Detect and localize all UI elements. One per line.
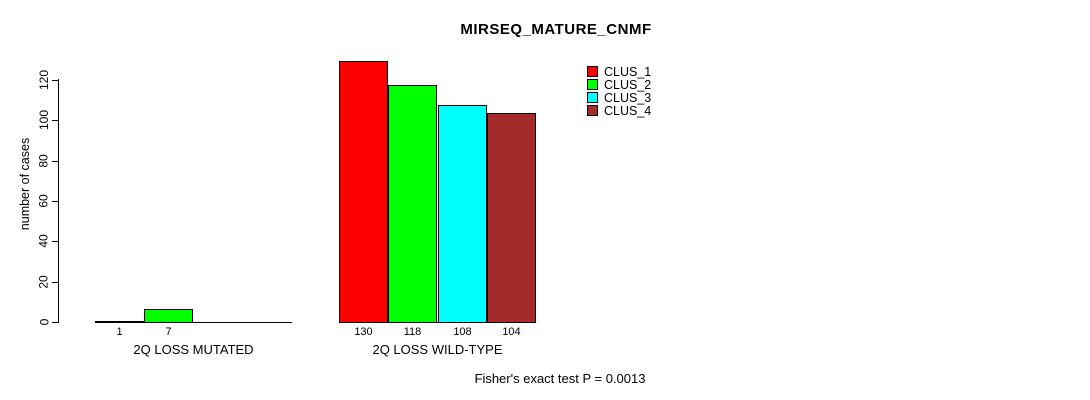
bar-value-label: 130 bbox=[354, 326, 373, 338]
y-tick-label-text: 120 bbox=[37, 69, 51, 91]
statistical-test-footnote: Fisher's exact test P = 0.0013 bbox=[474, 371, 646, 386]
y-tick-label-text: 20 bbox=[36, 274, 51, 289]
y-tick-label: 100 bbox=[36, 98, 52, 142]
y-tick-mark bbox=[52, 281, 58, 283]
group-label-wild-type: 2Q LOSS WILD-TYPE bbox=[372, 342, 503, 357]
group-baseline bbox=[95, 322, 292, 323]
y-tick-label-text: 60 bbox=[36, 194, 51, 208]
y-tick-label: 120 bbox=[36, 58, 52, 102]
group-baseline bbox=[339, 322, 536, 323]
legend-row-clus_3: CLUS_3 bbox=[587, 90, 652, 105]
bar-clus_1-wild-type bbox=[339, 61, 388, 323]
y-tick-label-text: 100 bbox=[37, 110, 51, 131]
legend-label: CLUS_2 bbox=[604, 77, 652, 92]
legend: CLUS_1 CLUS_2 CLUS_3 CLUS_4 bbox=[587, 64, 652, 118]
y-tick-label-text: 40 bbox=[36, 234, 51, 249]
y-tick-label: 0 bbox=[36, 300, 52, 344]
legend-row-clus_2: CLUS_2 bbox=[587, 77, 652, 92]
legend-label: CLUS_3 bbox=[604, 90, 652, 105]
legend-swatch-icon bbox=[587, 92, 598, 103]
y-tick-label: 60 bbox=[36, 179, 52, 223]
legend-swatch-icon bbox=[587, 105, 598, 116]
bar-clus_2-mutated bbox=[144, 309, 193, 323]
bar-clus_1-mutated bbox=[95, 321, 144, 323]
legend-swatch-icon bbox=[587, 66, 598, 77]
y-tick-label: 20 bbox=[36, 260, 52, 304]
bar-clus_3-wild-type bbox=[438, 105, 487, 323]
bar-value-label: 108 bbox=[453, 326, 472, 338]
bar-clus_4-wild-type bbox=[487, 113, 536, 323]
legend-swatch-icon bbox=[587, 79, 598, 90]
chart-title: MIRSEQ_MATURE_CNMF bbox=[460, 21, 652, 38]
y-tick-label-text: 0 bbox=[37, 318, 51, 326]
y-tick-label: 40 bbox=[36, 219, 52, 263]
legend-label: CLUS_4 bbox=[604, 103, 652, 118]
bar-value-label: 7 bbox=[165, 326, 172, 338]
y-tick-label-text: 80 bbox=[36, 153, 51, 168]
y-tick-label: 80 bbox=[36, 139, 52, 183]
y-tick-mark bbox=[52, 322, 58, 323]
y-axis-label: number of cases bbox=[18, 137, 32, 231]
y-tick-mark bbox=[52, 160, 58, 162]
y-tick-mark bbox=[52, 120, 58, 122]
y-tick-mark bbox=[52, 241, 58, 243]
bar-value-label: 1 bbox=[116, 326, 123, 338]
legend-row-clus_1: CLUS_1 bbox=[587, 64, 652, 79]
bar-clus_2-wild-type bbox=[388, 85, 437, 323]
legend-label: CLUS_1 bbox=[604, 64, 652, 79]
y-tick-mark bbox=[52, 201, 58, 202]
group-label-mutated: 2Q LOSS MUTATED bbox=[133, 342, 254, 357]
y-tick-mark bbox=[52, 80, 58, 81]
legend-row-clus_4: CLUS_4 bbox=[587, 103, 652, 118]
bar-value-label: 104 bbox=[502, 326, 521, 338]
y-axis-line bbox=[58, 79, 59, 323]
bar-value-label: 118 bbox=[403, 326, 422, 338]
